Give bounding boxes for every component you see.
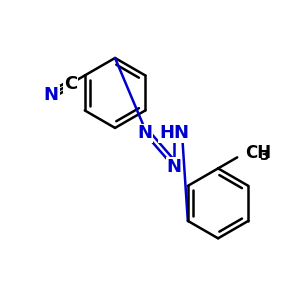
Text: N: N bbox=[137, 124, 152, 142]
Text: N: N bbox=[167, 158, 182, 175]
Text: N: N bbox=[44, 86, 59, 104]
Text: CH: CH bbox=[245, 144, 271, 162]
Text: 3: 3 bbox=[259, 149, 269, 164]
Text: C: C bbox=[64, 75, 77, 93]
Text: HN: HN bbox=[159, 124, 189, 142]
